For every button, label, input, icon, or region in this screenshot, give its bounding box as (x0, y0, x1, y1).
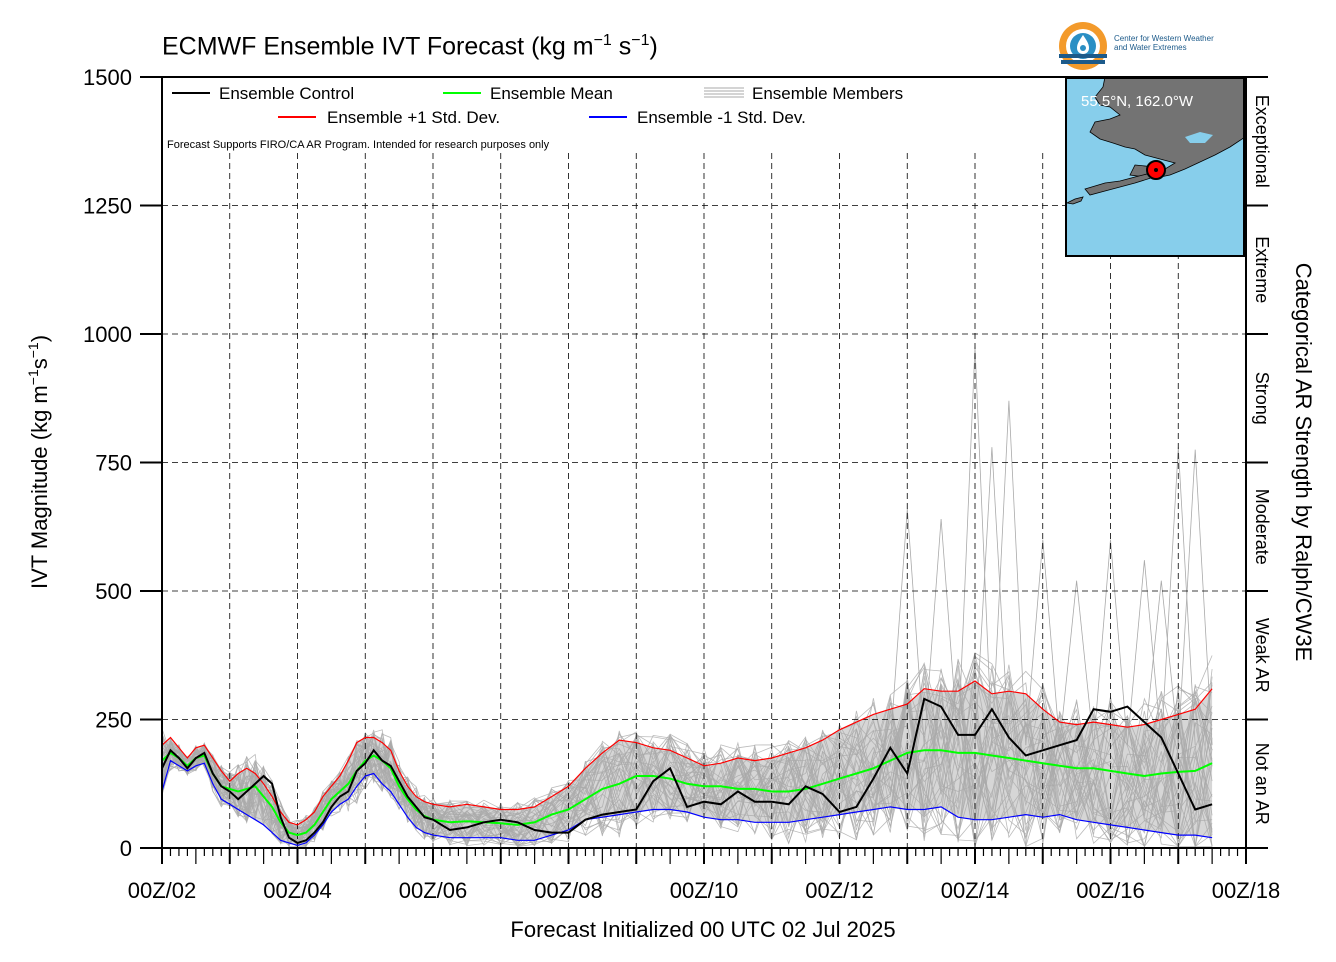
category-label: Exceptional (1252, 95, 1272, 188)
y-axis-label: IVT Magnitude (kg m−1s−1) (25, 335, 52, 589)
ensemble-member-line (161, 685, 1213, 846)
ensemble-member-peak (1025, 539, 1061, 746)
cw3e-logo-icon (1059, 22, 1107, 70)
category-label: Extreme (1252, 236, 1272, 303)
x-tick-label: 00Z/14 (941, 878, 1010, 903)
inset-location-label: 55.5°N, 162.0°W (1081, 93, 1194, 110)
y-tick-label: 1000 (83, 322, 132, 347)
category-label: Strong (1252, 372, 1272, 425)
ensemble-member-peak (991, 400, 1027, 746)
x-tick-label: 00Z/12 (805, 878, 874, 903)
x-tick-label: 00Z/18 (1212, 878, 1281, 903)
ensemble-member-peak (1093, 539, 1128, 746)
inset-map-graphic (1067, 79, 1243, 205)
category-label: Not an AR (1252, 743, 1272, 825)
category-label: Moderate (1252, 489, 1272, 565)
ensemble-member-peak (923, 518, 959, 746)
legend-members-label: Ensemble Members (752, 84, 903, 103)
ensemble-member-line (161, 674, 1213, 848)
plus-std-line (161, 680, 1213, 826)
legend-plus-label: Ensemble +1 Std. Dev. (327, 108, 500, 127)
right-axis-label: Categorical AR Strength by Ralph/CW3E (1291, 263, 1316, 662)
y-tick-label: 500 (95, 579, 132, 604)
x-tick-label: 00Z/04 (263, 878, 332, 903)
ensemble-member-peak (1144, 580, 1179, 746)
cw3e-logo (1058, 20, 1248, 72)
control-line (161, 697, 1213, 844)
legend-note: Forecast Supports FIRO/CA AR Program. In… (167, 139, 550, 151)
ensemble-members (161, 346, 1213, 848)
x-tick-label: 00Z/02 (128, 878, 197, 903)
ensemble-member-peak (1059, 580, 1094, 746)
bay (1185, 132, 1213, 143)
ensemble-member-line (161, 686, 1213, 847)
y-tick-label: 750 (95, 451, 132, 476)
ensemble-member-line (161, 665, 1213, 848)
location-inset-map: 55.5°N, 162.0°W (1065, 77, 1245, 257)
y-tick-label: 1500 (83, 65, 132, 90)
x-tick-label: 00Z/10 (670, 878, 739, 903)
x-tick-label: 00Z/08 (534, 878, 603, 903)
y-tick-label: 250 (95, 708, 132, 733)
legend: Ensemble Control Ensemble Mean Ensemble … (167, 84, 903, 151)
ensemble-member-peak (1127, 560, 1162, 746)
land-alaska (1089, 79, 1243, 178)
legend-control-label: Ensemble Control (219, 84, 354, 103)
chart-title: ECMWF Ensemble IVT Forecast (kg m−1 s−1) (162, 32, 658, 61)
ensemble-member-line (161, 676, 1213, 847)
legend-mean-label: Ensemble Mean (490, 84, 613, 103)
legend-minus-label: Ensemble -1 Std. Dev. (637, 108, 806, 127)
land-islands (1067, 196, 1084, 205)
minus-std-line (161, 759, 1213, 847)
grid (162, 153, 1246, 848)
y-tick-label: 1250 (83, 194, 132, 219)
ensemble-member-line (161, 712, 1213, 848)
land-aleutians (1084, 173, 1152, 196)
location-marker-center (1154, 168, 1158, 172)
series-lines (161, 680, 1213, 847)
mean-line (161, 749, 1213, 837)
x-tick-label: 00Z/16 (1076, 878, 1145, 903)
y-tick-label: 0 (120, 836, 132, 861)
ensemble-member-peak (1177, 449, 1213, 746)
ensemble-member-line (161, 655, 1213, 847)
x-tick-label: 00Z/06 (399, 878, 468, 903)
category-label: Weak AR (1252, 618, 1272, 693)
ensemble-member-peak (974, 447, 1010, 746)
legend-members-lines (704, 87, 744, 98)
cw3e-logo-text: Center for Western Weather and Water Extr… (1114, 34, 1214, 52)
x-axis-label: Forecast Initialized 00 UTC 02 Jul 2025 (510, 917, 895, 942)
